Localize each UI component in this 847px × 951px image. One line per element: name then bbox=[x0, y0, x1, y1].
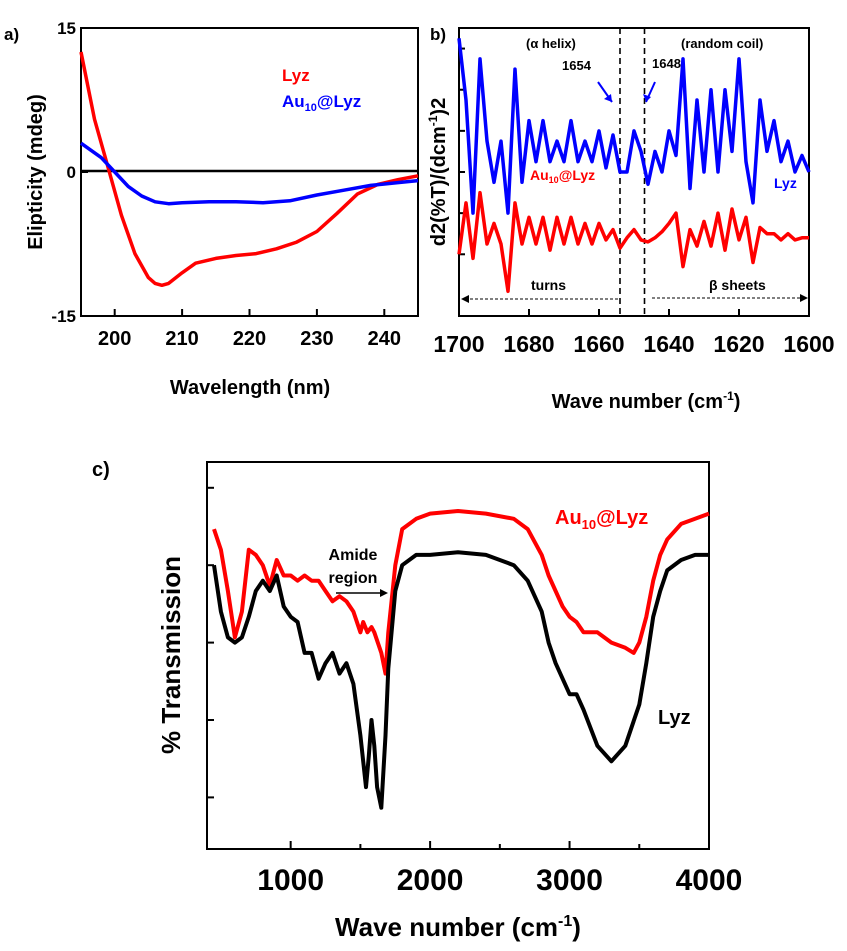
panel-b-legend-au10lyz: Au10@Lyz bbox=[530, 167, 595, 185]
panel-c-y-axis-label: % Transmission bbox=[156, 556, 186, 754]
panel-a-series bbox=[79, 51, 419, 288]
panel-a-x-tick-label: 200 bbox=[98, 328, 131, 350]
panel-b-x-tick-label: 1620 bbox=[713, 331, 764, 357]
panel-a-y-tick-label: 0 bbox=[67, 163, 76, 182]
panel-a-y-tick-label: 15 bbox=[57, 19, 76, 38]
panel-b-x-tick-label: 1700 bbox=[433, 331, 484, 357]
panel-c-amide-label-line1: Amide bbox=[329, 547, 378, 564]
panel-b-x-tick-label: 1680 bbox=[503, 331, 554, 357]
panel-b-peak-1648-label: 1648 bbox=[652, 56, 681, 71]
panel-a-legend-au10lyz: Au10@Lyz bbox=[282, 92, 361, 114]
panel-c-y-ticks bbox=[207, 486, 214, 799]
panel-a-y-ticks: -15 0 15 bbox=[51, 19, 88, 326]
panel-b-alpha-helix-label: (α helix) bbox=[526, 36, 576, 51]
panel-a-x-tick-label: 240 bbox=[368, 328, 401, 350]
panel-c-x-tick-label: 4000 bbox=[676, 864, 743, 897]
panel-c: c) 1000 2000 3000 4000 Au10@Lyz Lyz Amide r… bbox=[92, 459, 742, 942]
panel-b-y-axis-label: d2(%T)/(dcm-1)2 bbox=[426, 98, 450, 246]
panel-c-x-axis-label-close: ) bbox=[572, 912, 581, 942]
panel-b-x-axis-label-main: Wave number (cm bbox=[552, 391, 724, 413]
panel-b-series-line-au10lyz bbox=[457, 190, 809, 294]
panel-c-x-axis-label: Wave number (cm-1) bbox=[335, 912, 581, 942]
panel-c-x-ticks: 1000 2000 3000 4000 bbox=[257, 841, 742, 897]
panel-b-x-axis-label-close: ) bbox=[734, 391, 741, 413]
panel-b-label: b) bbox=[430, 25, 446, 44]
panel-a-x-tick-label: 210 bbox=[165, 328, 198, 350]
panel-b-random-coil-label: (random coil) bbox=[681, 36, 763, 51]
panel-c-legend-lyz: Lyz bbox=[658, 707, 691, 729]
panel-b-beta-sheets-label: β sheets bbox=[709, 277, 766, 293]
panel-b-x-axis-label-sup: -1 bbox=[723, 389, 734, 403]
panel-b-x-tick-label: 1640 bbox=[643, 331, 694, 357]
panel-b-turns-arrowhead bbox=[461, 295, 469, 303]
panel-a-x-axis-label: Wavelength (nm) bbox=[170, 377, 330, 399]
panel-b-beta-arrowhead bbox=[800, 294, 808, 302]
panel-c-x-axis-label-main: Wave number (cm bbox=[335, 912, 558, 942]
panel-a-label: a) bbox=[4, 25, 19, 44]
panel-b-series bbox=[457, 38, 811, 294]
panel-b-arrowhead-1654 bbox=[604, 94, 612, 102]
panel-b: b) 1700 1680 1660 1640 1620 1600 (α helix) (r… bbox=[426, 25, 835, 413]
panel-a-y-tick-label: -15 bbox=[51, 307, 76, 326]
panel-a-x-ticks: 200 210 220 230 240 bbox=[98, 309, 401, 350]
panel-c-series bbox=[212, 509, 710, 810]
panel-b-arrowhead-1648 bbox=[643, 94, 651, 102]
panel-b-legend-lyz: Lyz bbox=[774, 175, 797, 191]
panel-c-legend-au10lyz: Au10@Lyz bbox=[555, 507, 648, 532]
panel-a-x-tick-label: 220 bbox=[233, 328, 266, 350]
panel-a-series-line-au10lyz bbox=[79, 141, 419, 206]
panel-a-series-line-lyz bbox=[79, 51, 419, 288]
panel-c-x-axis-label-sup: -1 bbox=[558, 913, 572, 930]
panel-a: a) 200 210 220 230 240 -15 0 15 Lyz Au10@Lyz W… bbox=[4, 19, 419, 399]
panel-c-label: c) bbox=[92, 459, 110, 481]
panel-c-plot-frame bbox=[206, 461, 710, 850]
panel-c-x-tick-label: 1000 bbox=[257, 864, 324, 897]
panel-c-series-line-lyz bbox=[212, 550, 709, 810]
panel-b-x-tick-label: 1660 bbox=[573, 331, 624, 357]
panel-c-amide-arrowhead bbox=[380, 589, 388, 597]
panel-b-x-tick-label: 1600 bbox=[783, 331, 834, 357]
panel-c-series-line-au10lyz bbox=[212, 509, 710, 676]
panel-c-amide-label-line2: region bbox=[329, 570, 378, 587]
panel-b-x-ticks: 1700 1680 1660 1640 1620 1600 bbox=[433, 47, 835, 357]
panel-a-legend-lyz: Lyz bbox=[282, 66, 310, 85]
panel-b-x-axis-label: Wave number (cm-1) bbox=[552, 389, 741, 413]
panel-c-x-tick-label: 2000 bbox=[397, 864, 464, 897]
panel-a-y-axis-label: Elipticity (mdeg) bbox=[25, 94, 47, 250]
panel-b-series-line-lyz bbox=[457, 38, 811, 215]
panel-b-turns-label: turns bbox=[531, 277, 566, 293]
panel-c-x-tick-label: 3000 bbox=[536, 864, 603, 897]
panel-b-peak-1654-label: 1654 bbox=[562, 58, 592, 73]
panel-a-x-tick-label: 230 bbox=[300, 328, 333, 350]
